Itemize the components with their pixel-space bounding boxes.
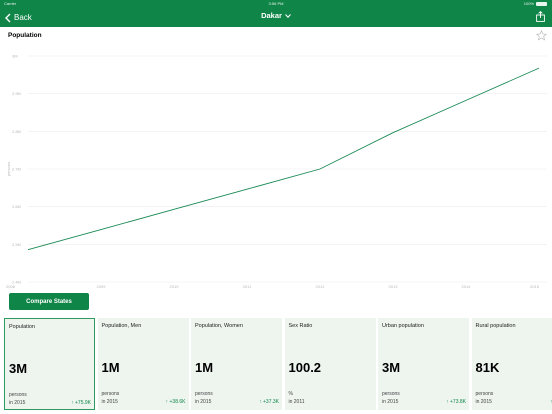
y-tick-label: 2.7M — [12, 167, 21, 172]
card-change: ↑ +2 — [549, 399, 552, 405]
card-change: ↑ +37.3K — [259, 399, 279, 405]
indicator-card[interactable]: Sex Ratio 100.2% in 2011 — [284, 318, 376, 410]
compare-states-button[interactable]: Compare States — [9, 293, 89, 310]
card-unit: persons — [382, 391, 400, 397]
x-tick-label: 2008 — [6, 284, 16, 289]
chart-title: Population — [8, 32, 42, 39]
location-selector[interactable]: Dakar — [261, 11, 291, 20]
star-icon[interactable] — [536, 30, 547, 41]
card-unit: % — [288, 391, 293, 397]
y-tick-label: 2.9M — [12, 91, 21, 96]
x-tick-label: 2015 — [530, 284, 540, 289]
card-title: Population — [9, 324, 35, 330]
population-chart: 2.4M 2.5M 2.6M 2.7M 2.8M 2.9M 3M 2008 2009 2010 20… — [0, 48, 552, 292]
back-label: Back — [14, 13, 32, 22]
card-value: 3M — [9, 361, 28, 376]
battery-icon — [536, 2, 547, 6]
indicator-card[interactable]: Population 3M persons in 2015 ↑ +75.9K — [4, 318, 95, 410]
card-unit: persons — [475, 391, 494, 397]
card-value: 81K — [475, 360, 500, 375]
indicator-card[interactable]: Rural population 81K persons in 2015 ↑ +2 — [471, 318, 552, 410]
card-value: 1M — [195, 360, 214, 375]
battery-percent: 100% — [523, 1, 534, 6]
indicator-card[interactable]: Urban population 3M persons in 2015 ↑ +73.8K — [378, 318, 469, 410]
carrier-label: Carrier — [4, 1, 17, 6]
chevron-down-icon — [285, 13, 291, 18]
card-change: ↑ +75.9K — [71, 400, 91, 406]
card-title: Urban population — [382, 323, 424, 329]
card-year: in 2015 — [382, 399, 399, 405]
line-chart: 2.4M 2.5M 2.6M 2.7M 2.8M 2.9M 3M 2008 2009 2010 20… — [6, 54, 547, 289]
card-value: 1M — [101, 360, 120, 375]
indicator-cards: Population 3M persons in 2015 ↑ +75.9K Popula… — [4, 318, 552, 410]
card-title: Sex Ratio — [288, 323, 313, 329]
x-tick-label: 2014 — [462, 284, 472, 289]
x-tick-label: 2011 — [243, 284, 252, 289]
card-year: in 2015 — [475, 399, 492, 405]
card-unit: persons — [9, 392, 27, 398]
card-value: 100.2 — [288, 360, 322, 375]
x-tick-label: 2013 — [389, 284, 399, 289]
y-tick-label: 2.5M — [12, 242, 21, 247]
y-axis-label: persons — [6, 162, 11, 176]
card-change: ↑ +38.6K — [165, 399, 186, 405]
status-time: 3:56 PM — [268, 1, 284, 6]
x-tick-label: 2010 — [170, 284, 180, 289]
share-icon[interactable] — [536, 11, 545, 22]
card-title: Population, Men — [101, 323, 142, 329]
card-year: in 2015 — [101, 399, 118, 405]
indicator-card[interactable]: Population, Men 1M persons in 2015 ↑ +38.6K — [97, 318, 189, 410]
chevron-left-icon — [5, 13, 11, 22]
card-title: Rural population — [475, 323, 516, 329]
back-button[interactable]: Back — [5, 11, 32, 24]
y-tick-label: 2.4M — [12, 280, 21, 285]
card-year: in 2015 — [9, 400, 26, 406]
y-tick-label: 2.6M — [12, 204, 21, 209]
app-header: Carrier 3:56 PM 100% Back Dakar — [0, 0, 552, 27]
location-title: Dakar — [261, 11, 282, 20]
card-title: Population, Women — [195, 323, 243, 329]
card-year: in 2011 — [288, 399, 305, 405]
nav-title: Dakar — [0, 11, 552, 20]
card-value: 3M — [382, 360, 401, 375]
y-tick-label: 3M — [12, 54, 18, 59]
nav-bar: Back Dakar — [0, 8, 552, 27]
y-tick-label: 2.8M — [12, 129, 21, 134]
population-series-line — [27, 67, 540, 251]
x-tick-label: 2012 — [316, 284, 326, 289]
card-change: ↑ +73.8K — [446, 399, 466, 405]
x-tick-label: 2009 — [97, 284, 107, 289]
card-unit: persons — [195, 391, 213, 397]
card-unit: persons — [101, 391, 120, 397]
indicator-card[interactable]: Population, Women 1M persons in 2015 ↑ +37.3… — [191, 318, 282, 410]
status-bar: Carrier 3:56 PM 100% — [0, 0, 552, 8]
card-year: in 2015 — [195, 399, 212, 405]
